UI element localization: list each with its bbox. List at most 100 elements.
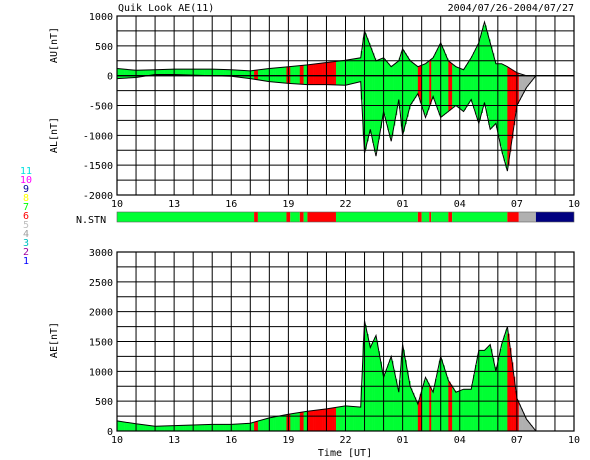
fill-column (124, 69, 127, 79)
fill-column (400, 356, 403, 431)
fill-column (330, 408, 333, 431)
x-tick-label: 04 (454, 435, 466, 446)
fill-column (473, 52, 476, 109)
station-legend-item: 1 (23, 256, 29, 267)
fill-column (204, 69, 207, 76)
fill-column (402, 349, 405, 431)
fill-column (328, 62, 331, 85)
fill-column (486, 32, 489, 116)
fill-column (374, 337, 377, 431)
fill-column (309, 410, 312, 431)
x-tick-label: 19 (282, 435, 294, 446)
fill-column (379, 58, 382, 129)
fill-column (176, 69, 179, 75)
y-tick-label: 1500 (89, 338, 113, 349)
fill-column (259, 420, 263, 431)
fill-column (309, 64, 312, 85)
fill-column (156, 69, 160, 75)
fill-column (349, 406, 352, 431)
fill-column (187, 69, 190, 75)
fill-column (494, 60, 497, 125)
fill-column (229, 424, 232, 431)
fill-column (391, 65, 394, 137)
fill-column (469, 59, 472, 102)
fill-column (151, 425, 154, 431)
fill-column (286, 414, 289, 431)
fill-column (393, 64, 396, 126)
fill-column (185, 425, 188, 431)
fill-column (368, 342, 371, 431)
fill-column (438, 44, 441, 115)
nstn-segment (257, 212, 287, 222)
station-count-bar: N.STN (76, 211, 575, 226)
fill-column (198, 424, 202, 431)
fill-column (396, 387, 400, 431)
nstn-segment (303, 212, 308, 222)
fill-column (257, 420, 261, 431)
fill-column (196, 424, 200, 431)
x-tick-label: 16 (225, 435, 237, 446)
station-legend-item: 10 (20, 175, 32, 186)
fill-column (212, 69, 215, 76)
fill-column (391, 360, 394, 431)
fill-column (248, 423, 251, 431)
fill-column (174, 69, 177, 75)
fill-column (214, 69, 217, 76)
fill-column (362, 37, 365, 136)
fill-column (532, 75, 535, 80)
fill-column (334, 61, 337, 85)
fill-column (271, 417, 274, 431)
fill-column (488, 345, 491, 431)
x-tick-label: 10 (568, 435, 580, 446)
fill-column (202, 69, 205, 76)
fill-column (206, 424, 209, 431)
fill-column (452, 64, 455, 108)
fill-column (473, 374, 476, 431)
nstn-segment (535, 212, 574, 222)
y-tick-label: 2500 (89, 278, 113, 289)
fill-column (484, 25, 487, 107)
fill-column (476, 44, 480, 121)
fill-column (214, 424, 217, 431)
nstn-segment (335, 212, 418, 222)
fill-column (343, 406, 346, 431)
y-tick-label: -500 (89, 102, 113, 113)
fill-column (254, 421, 257, 431)
fill-column (520, 74, 523, 97)
fill-column (486, 347, 489, 431)
fill-column (221, 424, 224, 431)
fill-column (349, 59, 352, 85)
fill-column (423, 380, 426, 431)
nstn-segment (290, 212, 300, 222)
fill-column (193, 425, 196, 431)
fill-column (335, 61, 339, 85)
fill-column (492, 53, 495, 127)
fill-column (355, 406, 358, 431)
fill-column (408, 381, 411, 431)
fill-column (141, 424, 144, 431)
fill-column (524, 75, 527, 90)
fill-column (368, 43, 371, 134)
fill-column (246, 70, 249, 79)
fill-column (398, 380, 402, 431)
fill-column (412, 62, 415, 102)
fill-column (236, 70, 240, 78)
fill-column (320, 63, 323, 85)
fill-column (217, 69, 221, 76)
fill-column (195, 424, 198, 431)
fill-column (238, 70, 242, 78)
fill-column (246, 423, 249, 431)
fill-column (514, 72, 518, 113)
fill-column (339, 60, 342, 86)
x-tick-label: 19 (282, 199, 294, 210)
fill-column (459, 68, 462, 110)
fill-column (478, 39, 481, 120)
fill-column (155, 426, 158, 431)
fill-column (276, 416, 280, 431)
fill-column (227, 424, 230, 431)
fill-column (360, 385, 363, 431)
fill-column (465, 65, 468, 107)
fill-column (259, 69, 263, 81)
fill-column (511, 69, 514, 139)
fill-column (315, 63, 318, 85)
